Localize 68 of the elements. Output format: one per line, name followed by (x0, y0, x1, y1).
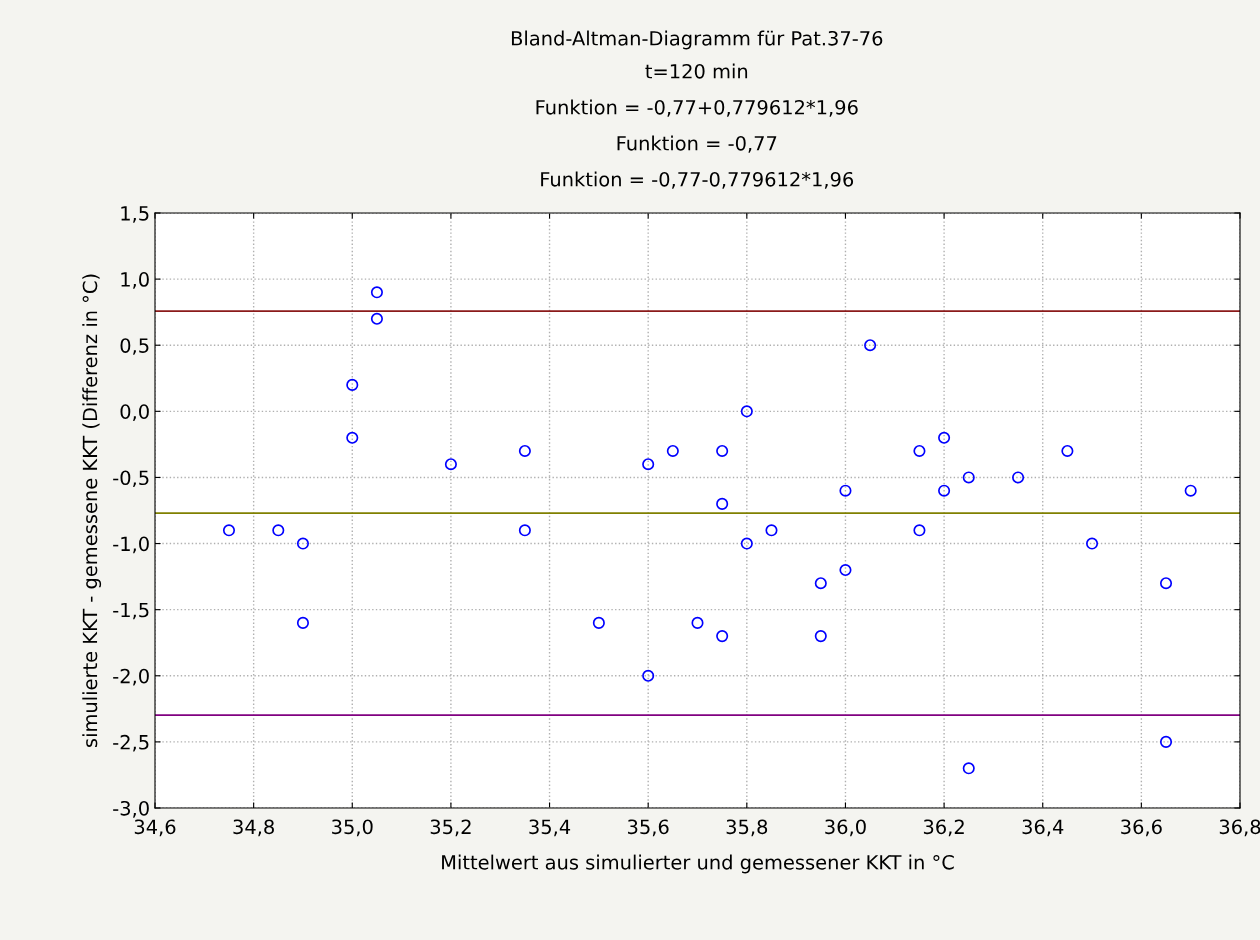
text: Funktion = -0,77 (617, 135, 777, 153)
point (691, 616, 704, 629)
point (370, 312, 383, 325)
point (666, 444, 679, 458)
y-tick-label: -2,5 (113, 734, 149, 752)
point (716, 444, 729, 458)
text: Funktion = -0,77-0,779612*1,96 (541, 171, 854, 189)
chart-title: Bland-Altman-Diagramm für Pat.37-76 (511, 30, 883, 50)
point (1159, 735, 1173, 748)
x-tick-label: 34,8 (233, 819, 274, 837)
point (1061, 444, 1074, 458)
x-tick-label: 35,2 (430, 819, 471, 837)
point (740, 537, 753, 550)
y-tick-label: -2,0 (113, 668, 149, 686)
y-tick-label: -0,5 (113, 470, 149, 488)
y-axis-title: simulierte KKT - gemessene KKT (Differenz in °C) (82, 274, 102, 748)
point (716, 630, 729, 643)
point (814, 577, 827, 590)
x-tick-label: 36,4 (1022, 819, 1064, 837)
point (370, 286, 383, 299)
x-tick-label: 36,0 (825, 819, 866, 837)
y-tick-label: 1,5 (121, 206, 149, 223)
point (839, 563, 852, 577)
point (938, 431, 951, 444)
text: Funktion = -0,77+0,779612*1,96 (536, 99, 858, 117)
y-tick-label: 0,5 (120, 338, 149, 355)
point (518, 444, 531, 458)
point (962, 471, 975, 484)
point (592, 616, 605, 629)
y-tick-label: 0,0 (120, 404, 149, 421)
point (444, 458, 457, 471)
point (740, 405, 753, 418)
point (1086, 537, 1099, 550)
point (938, 484, 951, 497)
point (642, 669, 655, 682)
point (1012, 471, 1025, 484)
point (642, 458, 655, 471)
x-tick-label: 34,6 (134, 819, 176, 837)
point (272, 524, 285, 537)
point (814, 630, 827, 643)
point (346, 378, 359, 391)
point (962, 762, 975, 775)
point (1159, 577, 1173, 590)
x-tick-label: 35,6 (628, 819, 669, 837)
point (864, 339, 877, 352)
chart-subtitle: t=120 min (645, 63, 748, 79)
y-tick-label: 1,0 (121, 272, 149, 289)
x-axis-title: Mittelwert aus simulierter und gemessener KKT in °C (442, 854, 954, 874)
point (1184, 484, 1197, 497)
point (839, 484, 852, 497)
point (346, 431, 359, 444)
x-tick-label: 36,2 (923, 819, 964, 837)
x-tick-label: 36,6 (1121, 819, 1162, 837)
point (765, 524, 778, 537)
y-tick-label: -3,0 (113, 800, 149, 818)
point (913, 444, 926, 458)
point (296, 537, 309, 550)
point (296, 616, 309, 629)
x-tick-label: 35,8 (726, 819, 768, 837)
x-tick-label: 35,4 (529, 819, 571, 837)
x-tick-label: 35,0 (332, 819, 373, 837)
y-tick-label: -1,0 (113, 536, 149, 554)
point (518, 524, 531, 537)
point (913, 524, 926, 537)
y-tick-label: -1,5 (113, 602, 149, 620)
point (222, 524, 236, 537)
point (716, 497, 729, 510)
x-tick-label: 36,8 (1219, 819, 1260, 837)
